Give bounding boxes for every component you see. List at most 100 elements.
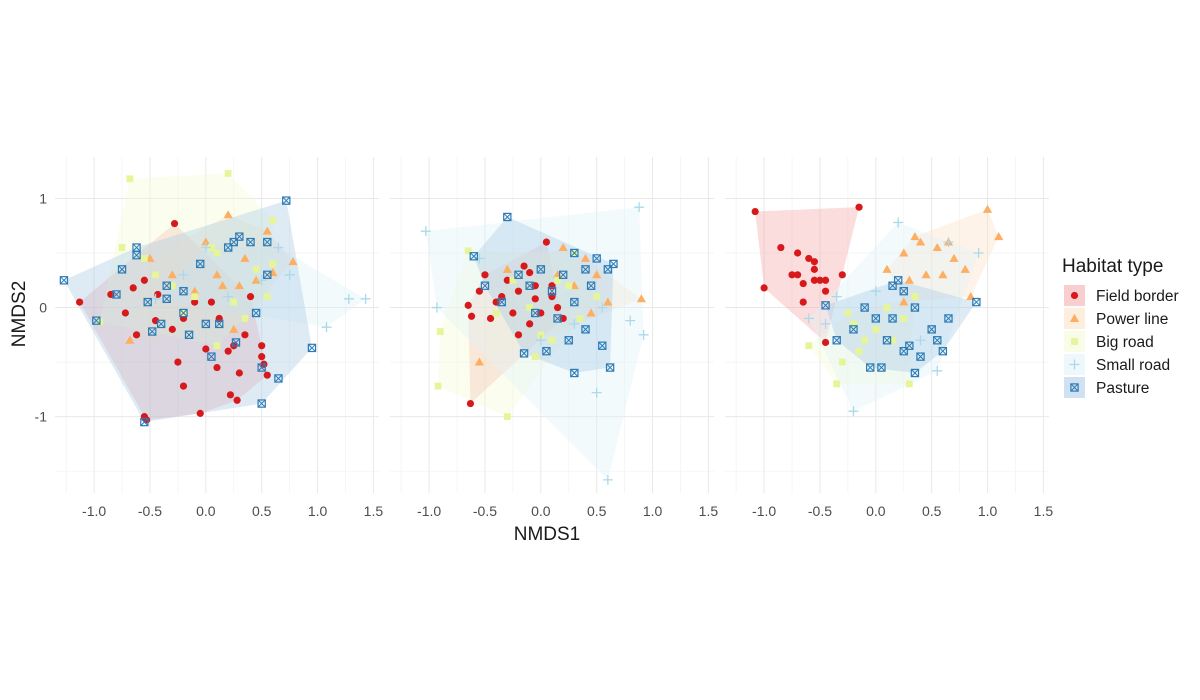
hull-field-border xyxy=(468,242,564,404)
data-point xyxy=(202,345,210,353)
series-big-road xyxy=(805,293,919,388)
data-point xyxy=(223,210,233,219)
data-point xyxy=(900,315,908,322)
data-point xyxy=(257,363,266,372)
data-point xyxy=(118,244,126,251)
data-point xyxy=(821,301,830,310)
data-point xyxy=(503,276,511,284)
data-point xyxy=(251,275,261,284)
data-point xyxy=(820,318,831,329)
points xyxy=(59,169,371,427)
data-point xyxy=(910,368,920,378)
data-point xyxy=(531,308,540,318)
data-point xyxy=(321,322,332,333)
data-point xyxy=(910,232,920,241)
data-point xyxy=(848,406,859,417)
data-point xyxy=(526,320,534,328)
data-point xyxy=(591,387,602,398)
data-point xyxy=(938,346,948,356)
data-point xyxy=(547,286,557,296)
data-point xyxy=(215,319,224,329)
data-point xyxy=(486,314,495,323)
data-point xyxy=(542,238,551,246)
hull-field-border xyxy=(755,207,860,343)
data-point xyxy=(636,294,646,303)
data-point xyxy=(469,252,478,261)
data-point xyxy=(554,276,561,284)
hull-small-road xyxy=(425,207,644,480)
data-point xyxy=(514,287,523,295)
data-point xyxy=(269,216,277,224)
data-point xyxy=(509,309,517,317)
data-point xyxy=(580,253,591,262)
data-point xyxy=(943,237,954,248)
data-point xyxy=(170,219,179,228)
data-point xyxy=(899,297,909,306)
data-point xyxy=(904,275,914,284)
data-point xyxy=(156,319,166,329)
data-point xyxy=(634,202,645,213)
data-point xyxy=(474,357,484,366)
data-point xyxy=(982,204,993,213)
data-point xyxy=(213,342,221,350)
data-point xyxy=(570,368,579,378)
data-point xyxy=(593,293,601,301)
data-point xyxy=(178,269,189,280)
x-tick-label: 1.0 xyxy=(643,503,663,519)
x-tick-label: 1.5 xyxy=(1034,503,1054,519)
x-tick-label: 1.0 xyxy=(978,503,998,519)
data-point xyxy=(436,328,444,335)
data-point xyxy=(788,271,796,279)
data-point xyxy=(899,248,909,257)
data-point xyxy=(933,336,942,345)
data-point xyxy=(893,276,903,285)
x-tick-label: 1.0 xyxy=(308,503,328,519)
data-point xyxy=(794,249,802,257)
data-point xyxy=(866,363,875,372)
x-axis-title: NMDS1 xyxy=(514,524,581,545)
data-point xyxy=(514,331,523,339)
data-point xyxy=(921,270,931,279)
data-point xyxy=(226,391,235,399)
series-big-road xyxy=(434,247,601,421)
data-point xyxy=(191,298,199,306)
data-point xyxy=(230,298,238,306)
data-point xyxy=(525,281,534,290)
legend-marker xyxy=(1071,338,1078,345)
data-point xyxy=(605,363,615,372)
data-point xyxy=(564,336,573,345)
data-point xyxy=(503,413,511,421)
data-point xyxy=(152,271,159,279)
x-tick-label: 0.5 xyxy=(252,503,272,519)
convex-hulls xyxy=(425,207,644,480)
data-point xyxy=(129,284,137,292)
data-point xyxy=(174,358,182,366)
data-point xyxy=(514,270,523,280)
data-point xyxy=(850,320,857,328)
data-point xyxy=(509,276,517,284)
data-point xyxy=(972,297,981,307)
data-point xyxy=(269,260,277,268)
legend-label: Power line xyxy=(1096,311,1168,328)
data-point xyxy=(117,265,127,274)
data-point xyxy=(877,363,886,372)
data-point xyxy=(899,286,908,296)
legend-item-big-road: Big road xyxy=(1064,331,1154,352)
data-point xyxy=(343,293,354,304)
data-point xyxy=(196,259,205,269)
data-point xyxy=(132,250,141,260)
data-point xyxy=(231,338,241,347)
data-point xyxy=(831,291,842,302)
data-point xyxy=(872,325,880,333)
data-point xyxy=(751,207,759,216)
legend-item-field-border: Field border xyxy=(1064,285,1179,306)
data-point xyxy=(132,331,141,339)
data-point xyxy=(805,254,813,263)
data-point xyxy=(168,325,176,333)
facet-panel-2: -1.0 -0.5 0.0 0.5 1.0 1.5 xyxy=(390,157,718,519)
data-point xyxy=(503,212,512,222)
data-point xyxy=(481,271,489,279)
data-point xyxy=(196,409,204,417)
x-tick-label: -1.0 xyxy=(417,503,441,519)
y-axis-title: NMDS2 xyxy=(9,281,30,348)
